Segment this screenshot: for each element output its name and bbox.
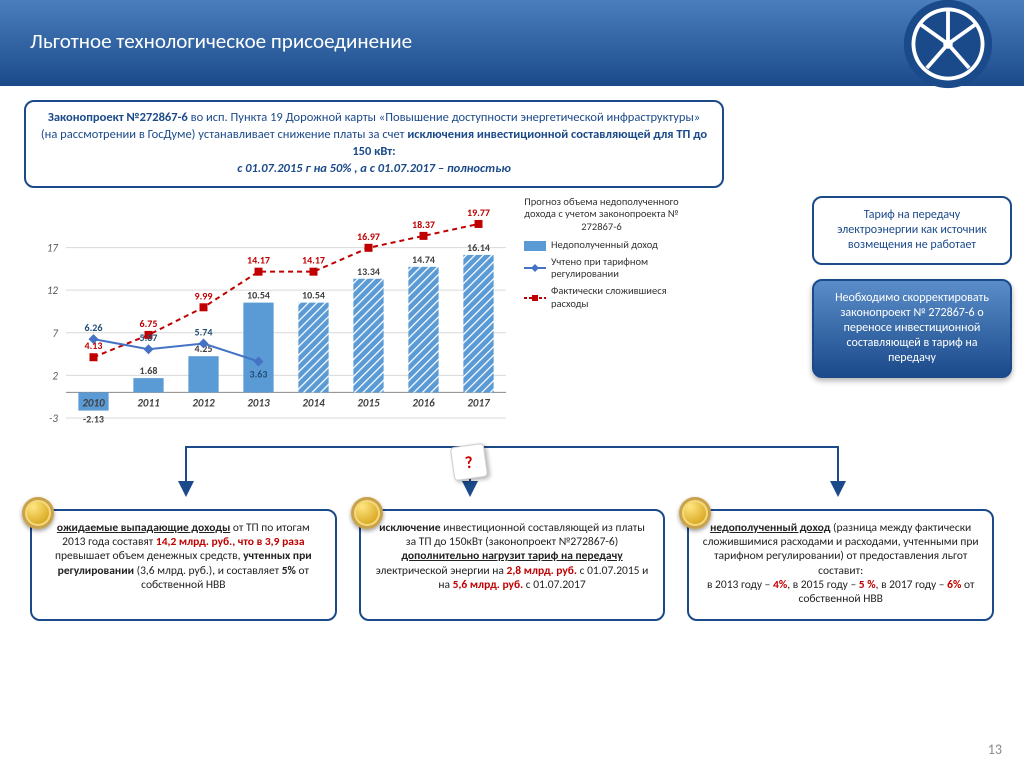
page-title: Льготное технологическое присоединение <box>30 28 412 54</box>
svg-text:12: 12 <box>47 284 59 297</box>
legend-item: Недополученный доход <box>524 239 679 252</box>
svg-text:2011: 2011 <box>137 396 160 409</box>
dice-icon: ? <box>450 442 488 480</box>
svg-text:-3: -3 <box>49 412 58 425</box>
side-note-action: Необходимо скорректировать законопроект … <box>812 279 1012 378</box>
svg-text:14.17: 14.17 <box>247 253 270 266</box>
svg-text:19.77: 19.77 <box>467 205 490 218</box>
svg-text:2: 2 <box>52 369 58 382</box>
chart-area: -3271217-2.131.684.2510.5410.5413.3414.7… <box>24 196 634 451</box>
coin-icon <box>679 497 711 529</box>
svg-text:9.99: 9.99 <box>195 289 213 302</box>
legend-item: Фактически сложившиеся расходы <box>524 285 679 310</box>
svg-text:10.54: 10.54 <box>247 288 270 301</box>
svg-text:18.37: 18.37 <box>412 217 435 230</box>
coin-icon <box>22 497 54 529</box>
svg-text:2012: 2012 <box>192 396 215 409</box>
bottom-box-0: ожидаемые выпадающие доходы от ТП по ито… <box>30 509 337 621</box>
svg-text:14.17: 14.17 <box>302 253 325 266</box>
legend-item: Учтено при тарифном регулировании <box>524 256 679 281</box>
svg-text:2013: 2013 <box>247 396 270 409</box>
law-description-box: Законопроект №272867-6 во исп. Пункта 19… <box>24 100 724 188</box>
svg-text:6.75: 6.75 <box>140 316 158 329</box>
coin-icon <box>351 497 383 529</box>
svg-text:-2.13: -2.13 <box>83 412 104 425</box>
bottom-box-1: исключение инвестиционной составляющей и… <box>359 509 666 621</box>
svg-text:2016: 2016 <box>412 396 435 409</box>
connector-lines <box>0 441 1024 501</box>
svg-text:10.54: 10.54 <box>302 288 325 301</box>
bottom-box-2: недополученный доход (разница между факт… <box>687 509 994 621</box>
side-note-tariff: Тариф на передачу электроэнергии как ист… <box>812 196 1012 265</box>
svg-text:16.14: 16.14 <box>467 240 490 253</box>
legend-title: Прогноз объема недополученного дохода с … <box>524 196 679 234</box>
svg-text:6.26: 6.26 <box>85 321 103 334</box>
svg-text:1.68: 1.68 <box>140 364 158 377</box>
svg-text:2017: 2017 <box>467 396 490 409</box>
svg-text:7: 7 <box>52 326 58 339</box>
chart-legend: Прогноз объема недополученного дохода с … <box>524 196 679 315</box>
svg-text:13.34: 13.34 <box>357 264 380 277</box>
svg-text:17: 17 <box>47 241 59 254</box>
svg-text:2010: 2010 <box>82 396 105 409</box>
company-logo <box>900 0 996 92</box>
svg-text:16.97: 16.97 <box>357 229 380 242</box>
page-number: 13 <box>988 741 1002 758</box>
svg-text:14.74: 14.74 <box>412 252 435 265</box>
svg-text:2014: 2014 <box>302 396 325 409</box>
svg-text:5.07: 5.07 <box>140 331 158 344</box>
svg-text:5.74: 5.74 <box>195 325 213 338</box>
svg-text:3.63: 3.63 <box>250 367 268 380</box>
svg-text:2015: 2015 <box>357 396 380 409</box>
